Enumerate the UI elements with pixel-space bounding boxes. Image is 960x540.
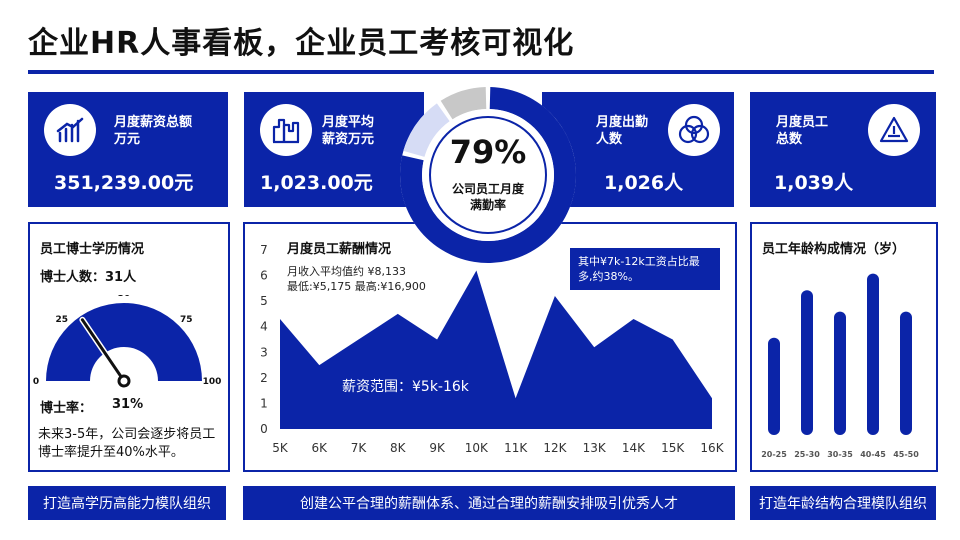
gauge-tick-label: 25 xyxy=(56,315,69,325)
attendance-label: 公司员工月度 满勤率 xyxy=(451,182,524,212)
salary-x-tick: 12K xyxy=(543,441,567,455)
kpi-label: 月度员工 总数 xyxy=(776,115,829,147)
salary-x-tick: 15K xyxy=(661,441,685,455)
salary-footer: 创建公平合理的薪酬体系、通过合理的薪酬安排吸引优秀人才 xyxy=(243,486,735,520)
salary-chart-area: 0 1 2 3 4 5 6 7 5K 6K 7K 8K 9K 10K 11K 12K 13K 14K 15K 16K xyxy=(246,225,732,466)
salary-area-series xyxy=(280,270,712,429)
salary-y-tick: 7 xyxy=(260,243,268,257)
donut-segment-grey xyxy=(440,87,487,120)
age-bar-chart: 20-25 25-30 30-35 40-45 45-50 xyxy=(761,273,919,459)
salary-x-tick: 6K xyxy=(312,441,329,455)
age-x-tick: 45-50 xyxy=(893,450,919,459)
donut-segment-light xyxy=(403,103,450,157)
kpi-value: 351,239.00元 xyxy=(54,172,194,194)
salary-y-tick: 1 xyxy=(260,396,268,410)
age-x-tick: 40-45 xyxy=(860,450,886,459)
salary-x-tick: 14K xyxy=(622,441,646,455)
phd-title: 员工博士学历情况 xyxy=(40,242,145,257)
age-bar xyxy=(768,337,780,435)
age-title: 员工年龄构成情况（岁） xyxy=(762,242,906,257)
salary-stats-average: 月收入平均值约 ¥8,133 xyxy=(287,265,406,278)
salary-x-tick: 10K xyxy=(465,441,489,455)
salary-x-tick: 9K xyxy=(429,441,446,455)
age-footer: 打造年龄结构合理模队组织 xyxy=(750,486,936,520)
kpi-value: 1,026人 xyxy=(604,172,684,194)
salary-annotation-text: 其中¥7k-12k工资占比最多,约38%。 xyxy=(578,255,700,283)
gauge-band xyxy=(46,303,202,381)
gauge-tick-label: 75 xyxy=(180,315,193,325)
salary-y-tick: 4 xyxy=(260,320,268,334)
salary-y-tick: 2 xyxy=(260,371,268,385)
gauge-tick-label: 100 xyxy=(203,377,222,387)
kpi-label: 月度平均 薪资万元 xyxy=(322,115,375,147)
salary-x-tick: 13K xyxy=(583,441,607,455)
phd-footer-text: 打造高学历高能力模队组织 xyxy=(43,496,211,512)
age-x-tick: 20-25 xyxy=(761,450,787,459)
kpi-card-employee-total: 月度员工 总数 1,039人 xyxy=(750,92,936,207)
salary-x-tick: 8K xyxy=(390,441,407,455)
salary-y-tick: 5 xyxy=(260,294,268,308)
age-x-tick: 30-35 xyxy=(827,450,853,459)
kpi-card-attendance: 月度出勤 人数 1,026人 xyxy=(542,92,734,207)
phd-rate-label: 博士率： xyxy=(40,401,93,416)
age-bar xyxy=(867,273,879,435)
salary-x-tick: 7K xyxy=(351,441,368,455)
kpi-card-average-salary: 月度平均 薪资万元 1,023.00元 xyxy=(244,92,424,207)
age-x-tick: 25-30 xyxy=(794,450,820,459)
salary-area-chart: 0 1 2 3 4 5 6 7 5K 6K 7K 8K 9K 10K 11K 12K 13K 14K 15K 16K xyxy=(260,243,725,455)
gauge-tick-label: 0 xyxy=(33,377,39,387)
phd-gauge: 0 25 50 75 100 xyxy=(30,289,224,395)
salary-annotation-box: 其中¥7k-12k工资占比最多,约38%。 xyxy=(570,248,720,290)
salary-x-tick: 16K xyxy=(700,441,724,455)
salary-chart-title: 月度员工薪酬情况 xyxy=(287,242,392,257)
age-bar xyxy=(834,311,846,435)
age-footer-text: 打造年龄结构合理模队组织 xyxy=(759,496,927,512)
rings-icon xyxy=(668,104,720,156)
age-bar xyxy=(900,311,912,435)
phd-footer: 打造高学历高能力模队组织 xyxy=(28,486,226,520)
phd-rate-value: 31% xyxy=(112,397,144,412)
triangle-icon xyxy=(868,104,920,156)
salary-y-tick: 6 xyxy=(260,269,268,283)
kpi-label: 月度薪资总额 万元 xyxy=(114,115,193,147)
gauge-hub xyxy=(117,374,131,388)
kpi-label: 月度出勤 人数 xyxy=(596,115,649,147)
bar-chart-icon xyxy=(44,104,96,156)
phd-note: 未来3-5年，公司会逐步将员工博士率提升至40%水平。 xyxy=(38,427,216,460)
age-chart-area: 20-25 25-30 30-35 40-45 45-50 xyxy=(752,255,932,465)
salary-x-tick: 5K xyxy=(272,441,289,455)
salary-y-tick: 0 xyxy=(260,422,268,436)
gauge-tick-label: 50 xyxy=(118,295,131,299)
title-divider xyxy=(28,70,934,74)
buildings-icon xyxy=(260,104,312,156)
salary-y-tick: 3 xyxy=(260,345,268,359)
salary-stats-minmax: 最低:¥5,175 最高:¥16,900 xyxy=(287,280,426,293)
attendance-donut: 79% 公司员工月度 满勤率 xyxy=(398,85,578,265)
kpi-card-total-salary: 月度薪资总额 万元 351,239.00元 xyxy=(28,92,228,207)
phd-count: 博士人数：31人 xyxy=(40,270,137,285)
gauge-needle xyxy=(80,318,126,383)
attendance-percent: 79% xyxy=(449,133,527,171)
kpi-value: 1,023.00元 xyxy=(260,172,373,194)
salary-footer-text: 创建公平合理的薪酬体系、通过合理的薪酬安排吸引优秀人才 xyxy=(300,496,678,512)
salary-x-tick: 11K xyxy=(504,441,528,455)
kpi-value: 1,039人 xyxy=(774,172,854,194)
age-bar xyxy=(801,290,813,435)
page-title: 企业HR人事看板，企业员工考核可视化 xyxy=(28,26,575,61)
salary-range-label: 薪资范围：¥5k-16k xyxy=(342,379,469,395)
